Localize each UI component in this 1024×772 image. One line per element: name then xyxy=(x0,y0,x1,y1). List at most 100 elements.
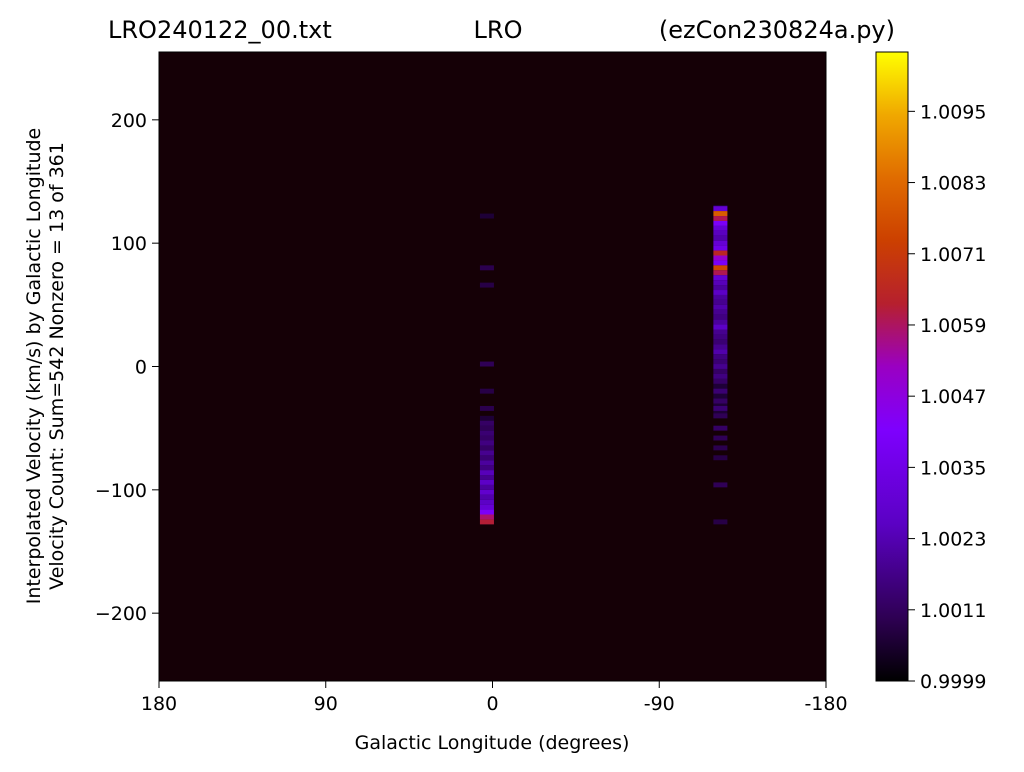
heatmap-cell xyxy=(713,368,728,374)
colorbar-tick-label: 1.0023 xyxy=(920,529,986,551)
heatmap-cell xyxy=(479,465,494,471)
colorbar-tick-label: 1.0071 xyxy=(920,244,986,266)
heatmap-cell xyxy=(479,499,494,505)
heatmap-cell xyxy=(713,275,728,281)
heatmap-cell xyxy=(713,359,728,365)
heatmap-cell xyxy=(713,260,728,266)
heatmap-cell xyxy=(713,304,728,310)
heatmap-cell xyxy=(713,482,728,488)
y-axis-label-line2: Velocity Count: Sum=542 Nonzero = 13 of … xyxy=(46,142,68,590)
heatmap-cell xyxy=(713,314,728,320)
y-tick-label: 0 xyxy=(135,357,147,379)
colorbar-tick-label: 1.0047 xyxy=(920,386,986,408)
y-axis-label-line1: Interpolated Velocity (km/s) by Galactic… xyxy=(23,128,45,604)
heatmap-cell xyxy=(479,420,494,426)
x-tick-label: 90 xyxy=(314,693,338,715)
heatmap-cell xyxy=(713,445,728,451)
heatmap-cell xyxy=(713,319,728,325)
heatmap-cell xyxy=(713,211,728,217)
heatmap-cell xyxy=(479,282,494,288)
heatmap-cell xyxy=(713,309,728,315)
heatmap-cell xyxy=(479,430,494,436)
heatmap-cell xyxy=(479,514,494,520)
y-tick-label: 200 xyxy=(111,110,147,132)
heatmap-cell xyxy=(713,245,728,251)
heatmap-cell xyxy=(479,509,494,515)
heatmap-cell xyxy=(479,489,494,495)
heatmap-cell xyxy=(479,361,494,367)
heatmap-cell xyxy=(479,388,494,394)
heatmap-cell xyxy=(713,324,728,330)
heatmap-cell xyxy=(713,250,728,256)
heatmap-cell xyxy=(479,425,494,431)
y-tick-label: −100 xyxy=(95,480,147,502)
heatmap-cell xyxy=(713,413,728,419)
heatmap-cell xyxy=(713,265,728,271)
heatmap-cell xyxy=(479,213,494,219)
heatmap-cell xyxy=(713,280,728,286)
heatmap-cell xyxy=(713,206,728,212)
x-axis: 180 90 0 -90 -180 xyxy=(141,681,848,715)
x-tick-label: 180 xyxy=(141,693,177,715)
heatmap-cell xyxy=(713,285,728,291)
y-tick-label: 100 xyxy=(111,233,147,255)
heatmap-cell xyxy=(479,440,494,446)
heatmap-cell xyxy=(713,364,728,369)
x-tick-label: -180 xyxy=(804,693,847,715)
heatmap-cell xyxy=(479,455,494,461)
heatmap-cell xyxy=(713,378,728,384)
colorbar-tick-label: 1.0011 xyxy=(920,600,986,622)
y-tick-label: −200 xyxy=(95,603,147,625)
heatmap-cell xyxy=(713,519,728,525)
heatmap-cell xyxy=(713,329,728,335)
heatmap-cell xyxy=(479,470,494,476)
heatmap-cell xyxy=(713,334,728,340)
heatmap-cell xyxy=(713,354,728,360)
heatmap-cell xyxy=(713,255,728,261)
heatmap-cell xyxy=(713,435,728,441)
x-axis-label: Galactic Longitude (degrees) xyxy=(355,732,630,754)
colorbar xyxy=(875,51,909,682)
heatmap-cell xyxy=(479,435,494,441)
heatmap-cell xyxy=(713,455,728,461)
chart-title-program: (ezCon230824a.py) xyxy=(659,16,895,44)
heatmap-cell xyxy=(713,299,728,305)
heatmap-cell xyxy=(479,405,494,411)
colorbar-ticks: 1.0095 1.0083 1.0071 1.0059 1.0047 1.0035 1.00… xyxy=(908,101,986,693)
heatmap-cell xyxy=(713,344,728,350)
heatmap-cell xyxy=(713,398,728,404)
colorbar-tick-label: 1.0059 xyxy=(920,315,986,337)
chart-title-station: LRO xyxy=(474,16,523,44)
heatmap-cell xyxy=(713,220,728,226)
x-tick-label: 0 xyxy=(486,693,498,715)
heatmap-cell xyxy=(713,290,728,295)
heatmap-cell xyxy=(713,425,728,431)
heatmap-cell xyxy=(479,494,494,500)
heatmap-cell xyxy=(479,504,494,510)
chart-title-file: LRO240122_00.txt xyxy=(108,16,332,44)
heatmap-cell xyxy=(713,235,728,241)
heatmap-cell xyxy=(479,445,494,451)
colorbar-tick-label: 1.0095 xyxy=(920,101,986,123)
heatmap-cell xyxy=(479,479,494,485)
heatmap-cell xyxy=(713,270,728,276)
heatmap-cell xyxy=(713,349,728,355)
heatmap-cell xyxy=(713,388,728,394)
heatmap-cell xyxy=(479,265,494,271)
heatmap-cell xyxy=(479,475,494,480)
heatmap-cell xyxy=(479,460,494,466)
heatmap-cells xyxy=(479,204,728,525)
colorbar-tick-label: 1.0083 xyxy=(920,173,986,195)
x-tick-label: -90 xyxy=(644,693,675,715)
heatmap-cell xyxy=(713,216,728,221)
heatmap-cell xyxy=(479,519,494,525)
colorbar-tick-label: 1.0035 xyxy=(920,457,986,479)
heatmap-cell xyxy=(713,225,728,231)
heatmap-cell xyxy=(713,339,728,345)
heatmap-cell xyxy=(713,230,728,236)
heatmap-cell xyxy=(713,240,728,246)
heatmap-cell xyxy=(713,373,728,379)
heatmap-cell xyxy=(713,405,728,411)
heatmap-cell xyxy=(479,450,494,456)
